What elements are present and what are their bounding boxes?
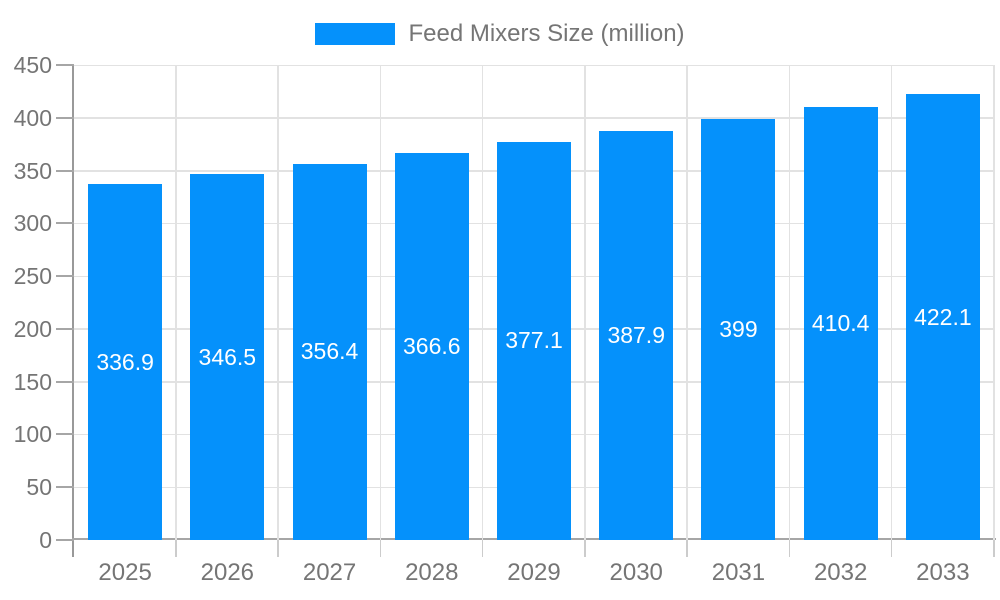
y-axis-label: 250 — [13, 263, 52, 290]
y-axis-tick — [56, 169, 74, 172]
y-axis-label: 50 — [26, 474, 52, 501]
bar-2033[interactable]: 422.1 — [905, 94, 980, 540]
y-axis-label: 100 — [13, 421, 52, 448]
gridline — [277, 65, 279, 540]
x-axis-tick — [993, 540, 995, 557]
bar-value-label: 399 — [719, 315, 758, 342]
y-axis-tick — [56, 275, 74, 278]
y-axis-label: 200 — [13, 315, 52, 342]
x-axis-label: 2031 — [711, 559, 766, 586]
y-axis-tick — [56, 116, 74, 119]
legend-item-feed-mixers[interactable]: Feed Mixers Size (million) — [315, 20, 685, 48]
y-axis-tick — [56, 222, 74, 225]
y-axis-label: 350 — [13, 157, 52, 184]
y-axis-label: 0 — [39, 527, 52, 553]
bar-2032[interactable]: 410.4 — [803, 106, 878, 540]
gridline — [379, 65, 382, 540]
y-axis-label: 400 — [13, 104, 52, 131]
gridline — [481, 65, 484, 540]
gridline — [788, 65, 791, 540]
y-axis-label: 300 — [13, 210, 52, 237]
gridline — [584, 65, 586, 540]
bar-value-label: 410.4 — [811, 309, 870, 336]
gridline — [74, 117, 994, 119]
x-axis-tick — [890, 540, 893, 557]
x-axis-tick — [481, 540, 484, 557]
bar-2028[interactable]: 366.6 — [394, 153, 469, 540]
y-axis-line — [72, 65, 74, 557]
bar-value-label: 377.1 — [505, 327, 563, 354]
x-axis-label: 2026 — [200, 559, 255, 586]
bar-2030[interactable]: 387.9 — [599, 130, 674, 540]
bar-value-label: 422.1 — [914, 303, 972, 330]
bar-2027[interactable]: 356.4 — [292, 163, 367, 540]
x-axis-tick — [277, 540, 279, 557]
bar-value-label: 387.9 — [607, 321, 665, 348]
gridline — [175, 65, 177, 540]
x-axis-tick — [175, 540, 177, 557]
x-axis-label: 2033 — [916, 559, 970, 586]
gridline — [686, 65, 688, 540]
y-axis-tick — [56, 380, 74, 383]
bar-value-label: 356.4 — [300, 338, 359, 365]
gridline — [74, 64, 994, 66]
bar-2029[interactable]: 377.1 — [497, 141, 571, 540]
y-axis-tick — [56, 433, 74, 436]
legend-label: Feed Mixers Size (million) — [408, 20, 685, 47]
plot-area: 336.9 346.5 356.4 366.6 377.1 387.9 399 410.4 42… — [74, 64, 995, 540]
bar-value-label: 366.6 — [402, 333, 461, 360]
y-axis-tick — [56, 539, 74, 541]
gridline — [993, 65, 995, 540]
x-axis-tick — [686, 540, 688, 557]
bar-value-label: 336.9 — [96, 348, 154, 375]
x-axis-label: 2032 — [813, 559, 868, 586]
bar-value-label: 346.5 — [198, 343, 257, 370]
y-axis-tick — [56, 327, 74, 330]
x-axis-label: 2027 — [302, 559, 357, 586]
y-axis-tick — [56, 486, 74, 489]
x-axis-label: 2025 — [98, 559, 152, 586]
legend-swatch — [315, 23, 396, 45]
y-axis-label: 450 — [13, 52, 52, 78]
gridline — [890, 65, 893, 540]
y-axis-tick — [56, 64, 74, 66]
x-axis-label: 2028 — [405, 559, 459, 586]
bar-2025[interactable]: 336.9 — [88, 184, 163, 540]
x-axis-tick — [379, 540, 382, 557]
y-axis-label: 150 — [13, 368, 52, 395]
bar-2026[interactable]: 346.5 — [190, 174, 265, 540]
x-axis-tick — [584, 540, 586, 557]
legend: Feed Mixers Size (million) — [0, 20, 1000, 48]
x-axis-label: 2030 — [609, 559, 663, 586]
x-axis-tick — [788, 540, 791, 557]
bar-2031[interactable]: 399 — [701, 118, 776, 540]
x-axis-label: 2029 — [507, 559, 561, 586]
